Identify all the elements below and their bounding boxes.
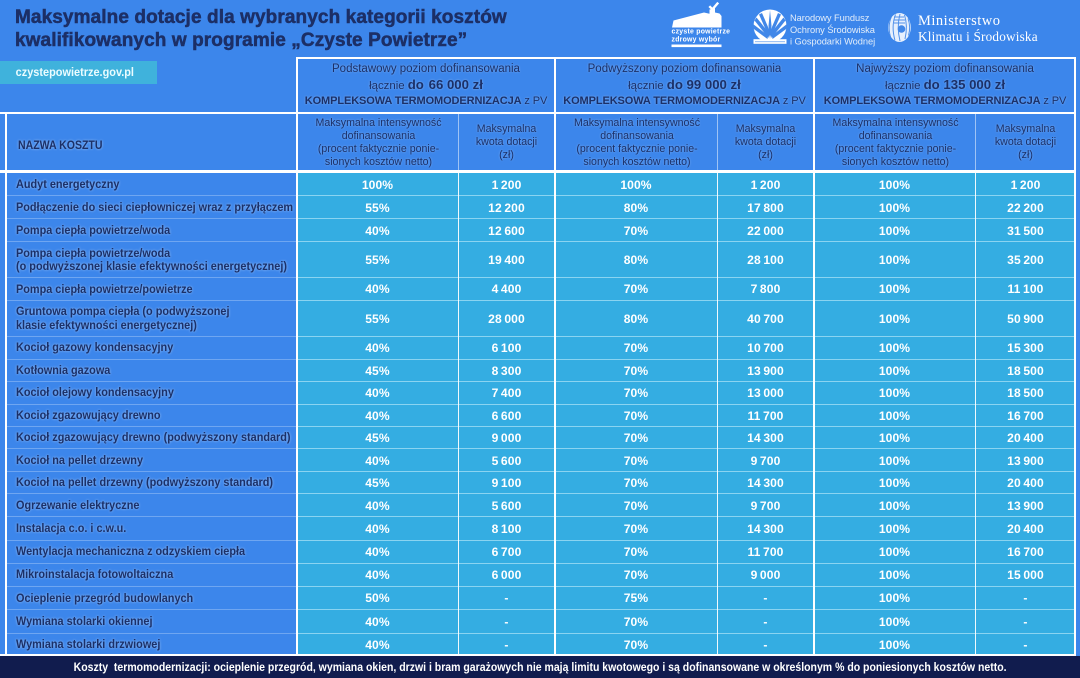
- svg-text:zdrowy wybór: zdrowy wybór: [672, 37, 721, 44]
- svg-text:Narodowy Fundusz: Narodowy Fundusz: [790, 13, 870, 23]
- svg-text:Klimatu i Środowiska: Klimatu i Środowiska: [918, 29, 1038, 44]
- svg-text:czyste powietrze: czyste powietrze: [672, 29, 731, 36]
- svg-text:Ministerstwo: Ministerstwo: [918, 13, 1001, 29]
- svg-text:Ochrony Środowiska: Ochrony Środowiska: [790, 24, 876, 35]
- svg-text:i Gospodarki Wodnej: i Gospodarki Wodnej: [790, 37, 875, 47]
